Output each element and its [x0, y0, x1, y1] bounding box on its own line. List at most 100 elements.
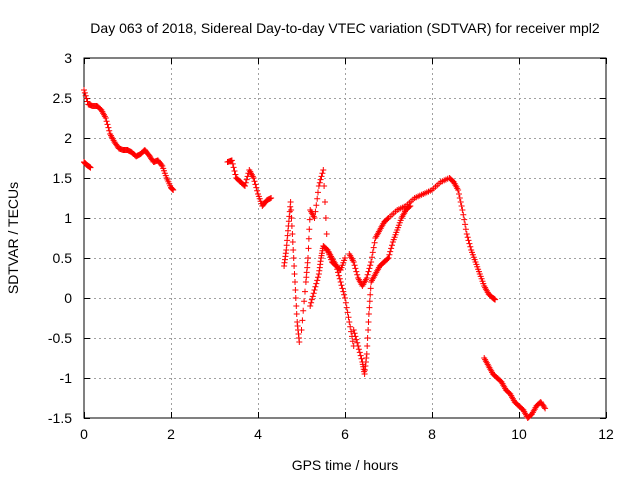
- data-point: [464, 234, 471, 241]
- data-point: [340, 288, 347, 295]
- series-evening-rise: [346, 175, 499, 303]
- data-point: [344, 309, 351, 316]
- data-point: [455, 187, 462, 193]
- data-point: [288, 207, 295, 213]
- data-point: [358, 355, 365, 362]
- data-point: [231, 168, 238, 174]
- data-point: [456, 191, 462, 197]
- data-point: [228, 157, 235, 164]
- y-tick-label: 2: [64, 130, 72, 146]
- data-point: [287, 199, 294, 205]
- series-midday: [224, 157, 275, 209]
- data-point: [341, 291, 348, 298]
- data-point: [323, 231, 330, 237]
- data-point: [308, 299, 315, 306]
- data-point: [291, 271, 298, 277]
- data-point: [305, 255, 311, 261]
- data-point: [322, 215, 329, 221]
- data-point: [389, 242, 395, 249]
- data-point: [332, 262, 339, 269]
- data-point: [313, 280, 320, 287]
- data-point: [305, 235, 312, 242]
- data-point: [242, 183, 248, 189]
- data-point: [458, 203, 465, 209]
- y-tick-label: -0.5: [48, 330, 72, 346]
- data-point: [253, 184, 260, 191]
- data-point: [351, 330, 358, 337]
- data-point: [342, 255, 348, 261]
- data-point: [300, 307, 307, 314]
- data-point: [542, 405, 549, 412]
- data-point: [170, 187, 177, 193]
- data-point: [492, 296, 499, 303]
- data-point: [365, 268, 372, 275]
- data-point: [288, 215, 295, 221]
- data-point: [311, 215, 318, 221]
- data-point: [289, 231, 296, 237]
- data-point: [302, 288, 308, 295]
- data-point: [293, 311, 300, 317]
- data-point: [347, 323, 354, 330]
- data-point: [309, 293, 316, 300]
- data-point: [367, 262, 374, 269]
- data-point: [322, 199, 328, 205]
- data-point: [319, 170, 326, 177]
- data-point: [296, 339, 303, 345]
- data-point: [288, 223, 295, 229]
- data-point: [321, 183, 328, 189]
- x-tick-label: 10: [511, 426, 527, 442]
- data-point: [342, 295, 348, 301]
- y-axis-label: SDTVAR / TECUs: [5, 182, 21, 294]
- y-tick-labels: -1.5 -1 -0.5 0 0.5 1 1.5 2 2.5 3: [48, 50, 72, 426]
- data-point: [254, 187, 261, 194]
- data-point: [312, 283, 319, 290]
- data-point: [366, 298, 373, 305]
- data-point: [104, 121, 111, 128]
- data-point: [307, 303, 314, 309]
- data-point: [317, 176, 324, 183]
- x-tick-label: 0: [80, 426, 88, 442]
- data-point: [352, 265, 359, 272]
- data-point: [82, 92, 89, 99]
- data-point: [301, 298, 308, 305]
- data-point: [364, 343, 371, 349]
- data-point: [354, 339, 361, 346]
- grid-lines: [84, 58, 606, 418]
- data-point: [268, 195, 275, 201]
- data-point: [386, 251, 393, 258]
- data-point: [81, 89, 88, 96]
- y-tick-label: 3: [64, 50, 72, 66]
- data-point: [298, 327, 305, 333]
- data-point: [306, 216, 313, 223]
- data-point: [83, 95, 90, 102]
- data-point: [354, 271, 361, 278]
- data-point: [467, 243, 474, 250]
- data-point: [388, 245, 395, 252]
- data-point: [459, 207, 466, 213]
- y-tick-label: 1: [64, 210, 72, 226]
- data-point: [356, 349, 363, 356]
- data-point: [291, 263, 298, 269]
- data-point: [323, 246, 330, 253]
- data-point: [366, 265, 373, 272]
- data-point: [365, 311, 372, 317]
- data-point: [370, 244, 377, 251]
- data-point: [314, 277, 321, 284]
- data-point: [463, 231, 470, 237]
- data-point: [292, 279, 298, 285]
- y-tick-label: 0: [64, 290, 72, 306]
- data-point: [466, 240, 473, 247]
- data-point: [158, 161, 165, 168]
- y-tick-label: 0.5: [53, 250, 73, 266]
- x-tick-label: 4: [254, 426, 262, 442]
- x-tick-label: 2: [167, 426, 175, 442]
- data-point: [102, 115, 109, 121]
- data-point: [353, 268, 360, 275]
- y-tick-label: -1: [60, 370, 73, 386]
- data-point: [342, 299, 349, 306]
- data-point: [365, 319, 372, 325]
- data-point: [460, 211, 467, 218]
- data-point: [369, 254, 375, 261]
- data-point: [243, 176, 250, 183]
